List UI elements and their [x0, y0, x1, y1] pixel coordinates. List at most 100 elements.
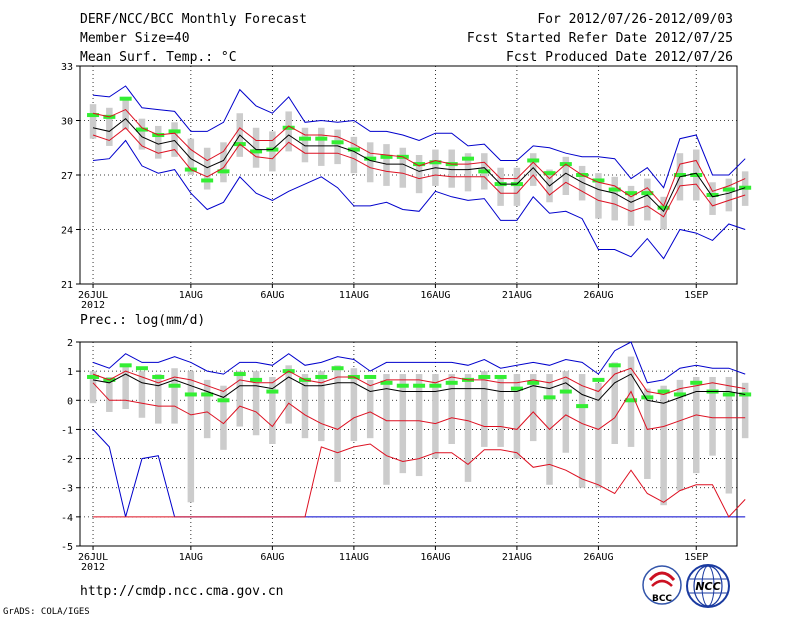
- spread-box: [252, 127, 260, 168]
- spread-box: [611, 176, 618, 221]
- ensemble-median-marker: [673, 392, 686, 397]
- ensemble-median-marker: [625, 191, 638, 196]
- spread-box: [383, 144, 390, 186]
- series-line-max: [92, 341, 746, 384]
- x-tick-label: 1SEP: [684, 290, 708, 301]
- spread-box: [611, 362, 618, 444]
- series-line-max: [92, 85, 746, 189]
- spread-box: [269, 376, 276, 444]
- spread-box: [366, 142, 374, 183]
- ensemble-median-marker: [380, 380, 393, 385]
- spread-box: [187, 138, 195, 175]
- spread-box: [660, 196, 667, 230]
- ensemble-median-marker: [135, 127, 148, 132]
- ensemble-median-marker: [494, 374, 507, 379]
- x-tick-label: 16AUG: [420, 290, 450, 301]
- spread-box: [578, 165, 586, 201]
- x-tick-label: 1SEP: [684, 552, 708, 563]
- x-tick-label: 6AUG: [260, 552, 284, 563]
- spread-box: [399, 147, 407, 188]
- ensemble-median-marker: [315, 374, 328, 379]
- ensemble-median-marker: [217, 398, 230, 403]
- spread-box: [106, 376, 113, 412]
- spread-box: [236, 371, 244, 427]
- y-tick-label: 30: [61, 117, 73, 128]
- spread-box: [252, 371, 260, 436]
- spread-box: [187, 371, 195, 503]
- x-tick-label: 11AUG: [339, 290, 369, 301]
- ensemble-median-marker: [625, 398, 638, 403]
- y-tick-label: -1: [61, 425, 73, 436]
- fcst-produced-date: Fcst Produced Date 2012/07/26: [506, 50, 733, 65]
- ensemble-median-marker: [380, 154, 393, 159]
- spread-box: [399, 374, 407, 474]
- ensemble-median-marker: [364, 374, 377, 379]
- x-tick-year-label: 2012: [81, 562, 105, 573]
- spread-box: [644, 178, 651, 221]
- source-url: http://cmdp.ncc.cma.gov.cn: [80, 584, 284, 599]
- series-line-mean: [92, 373, 746, 404]
- spread-box: [350, 136, 358, 174]
- ensemble-median-marker: [315, 136, 328, 141]
- spread-box: [318, 371, 325, 442]
- spread-box: [350, 368, 358, 442]
- spread-box: [171, 122, 178, 157]
- y-tick-label: -3: [61, 484, 73, 495]
- spread-box: [155, 374, 162, 424]
- ncc-logo-text: NCC: [695, 580, 720, 593]
- spread-box: [301, 374, 309, 439]
- ensemble-median-marker: [87, 113, 100, 118]
- spread-box: [334, 129, 341, 165]
- ensemble-median-marker: [608, 187, 621, 192]
- spread-box: [464, 153, 472, 192]
- x-tick-label: 26JUL: [78, 552, 108, 563]
- x-tick-label: 11AUG: [339, 552, 369, 563]
- ensemble-median-marker: [429, 383, 442, 388]
- ensemble-median-marker: [396, 383, 409, 388]
- ensemble-median-marker: [641, 191, 654, 196]
- ensemble-median-marker: [364, 156, 377, 161]
- ensemble-median-marker: [559, 389, 572, 394]
- spread-box: [448, 374, 455, 444]
- ensemble-median-marker: [445, 380, 458, 385]
- spread-box: [171, 368, 178, 424]
- spread-box: [122, 365, 129, 410]
- spread-box: [562, 156, 570, 195]
- ensemble-median-marker: [201, 392, 214, 397]
- grads-credit: GrADS: COLA/IGES: [3, 607, 90, 617]
- bcc-logo-text: BCC: [652, 594, 672, 604]
- spread-box: [692, 376, 700, 474]
- ensemble-median-marker: [331, 140, 344, 145]
- spread-box: [595, 382, 602, 488]
- spread-box: [481, 371, 488, 447]
- spread-box: [644, 388, 651, 479]
- series-line-lower2: [93, 443, 746, 518]
- y-tick-label: 1: [67, 367, 73, 378]
- spread-box: [334, 365, 341, 482]
- ensemble-median-marker: [478, 374, 491, 379]
- spread-box: [595, 173, 602, 219]
- spread-box: [448, 149, 455, 188]
- y-tick-label: 21: [61, 280, 73, 291]
- ensemble-median-marker: [722, 392, 735, 397]
- y-tick-label: 27: [61, 171, 73, 182]
- member-size: Member Size=40: [80, 31, 190, 46]
- ensemble-median-marker: [690, 380, 703, 385]
- y-tick-label: 33: [61, 62, 73, 73]
- ensemble-median-marker: [298, 136, 311, 141]
- ensemble-median-marker: [233, 372, 246, 377]
- ensemble-median-marker: [673, 173, 686, 177]
- spread-box: [220, 142, 227, 183]
- ensemble-median-marker: [657, 205, 670, 210]
- spread-box: [203, 147, 211, 190]
- spread-box: [562, 371, 570, 453]
- ensemble-median-marker: [266, 389, 279, 394]
- ensemble-median-marker: [657, 389, 670, 394]
- spread-box: [627, 185, 635, 226]
- y-tick-label: -2: [61, 455, 73, 466]
- y-tick-label: 0: [67, 396, 73, 407]
- spread-box: [220, 385, 227, 450]
